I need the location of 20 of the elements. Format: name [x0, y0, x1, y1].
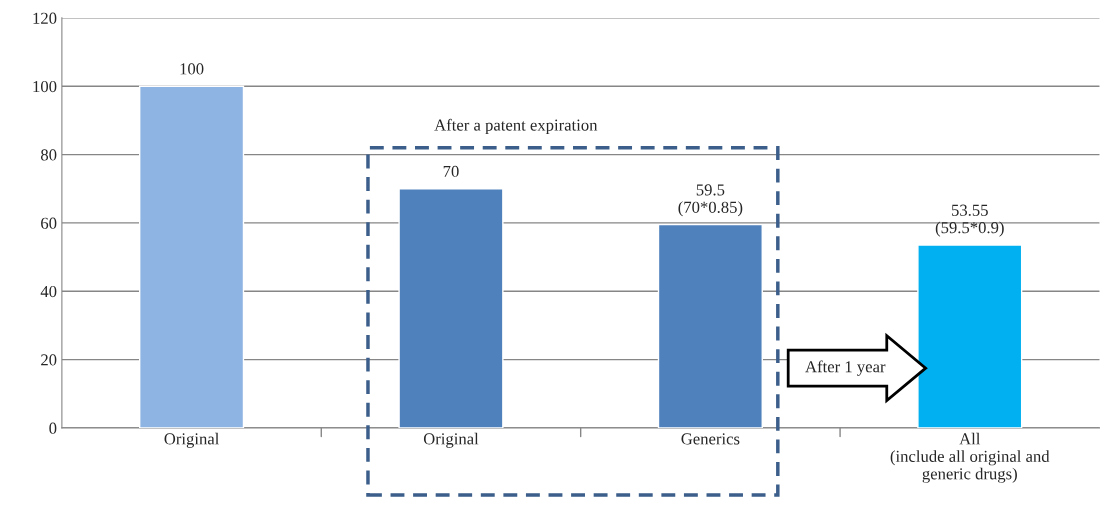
bar	[398, 188, 504, 428]
x-tick-label: Original	[423, 432, 479, 448]
y-tick-label: 120	[33, 12, 57, 24]
y-tick-label: 60	[41, 217, 57, 229]
annotation: After a patent expiration	[434, 118, 598, 135]
x-tick-label: All (include all original and generic drugs)	[890, 432, 1050, 483]
data-label: 70	[443, 165, 459, 178]
bar	[139, 85, 245, 428]
data-label: 100	[180, 63, 204, 75]
bar	[657, 223, 763, 428]
y-tick-label: 40	[40, 285, 57, 298]
data-label: 53.55 (59.5*0.9)	[935, 204, 1004, 237]
y-tick-label: 0	[49, 422, 57, 434]
data-label: 59.5 (70*0.85)	[678, 184, 743, 217]
annotation: After 1 year	[805, 360, 886, 376]
y-tick-label: 20	[41, 354, 57, 366]
x-tick-label: Original	[164, 432, 220, 448]
y-tick-label: 100	[33, 80, 57, 93]
x-tick-label: Generics	[681, 433, 740, 445]
y-tick-label: 80	[40, 149, 57, 161]
